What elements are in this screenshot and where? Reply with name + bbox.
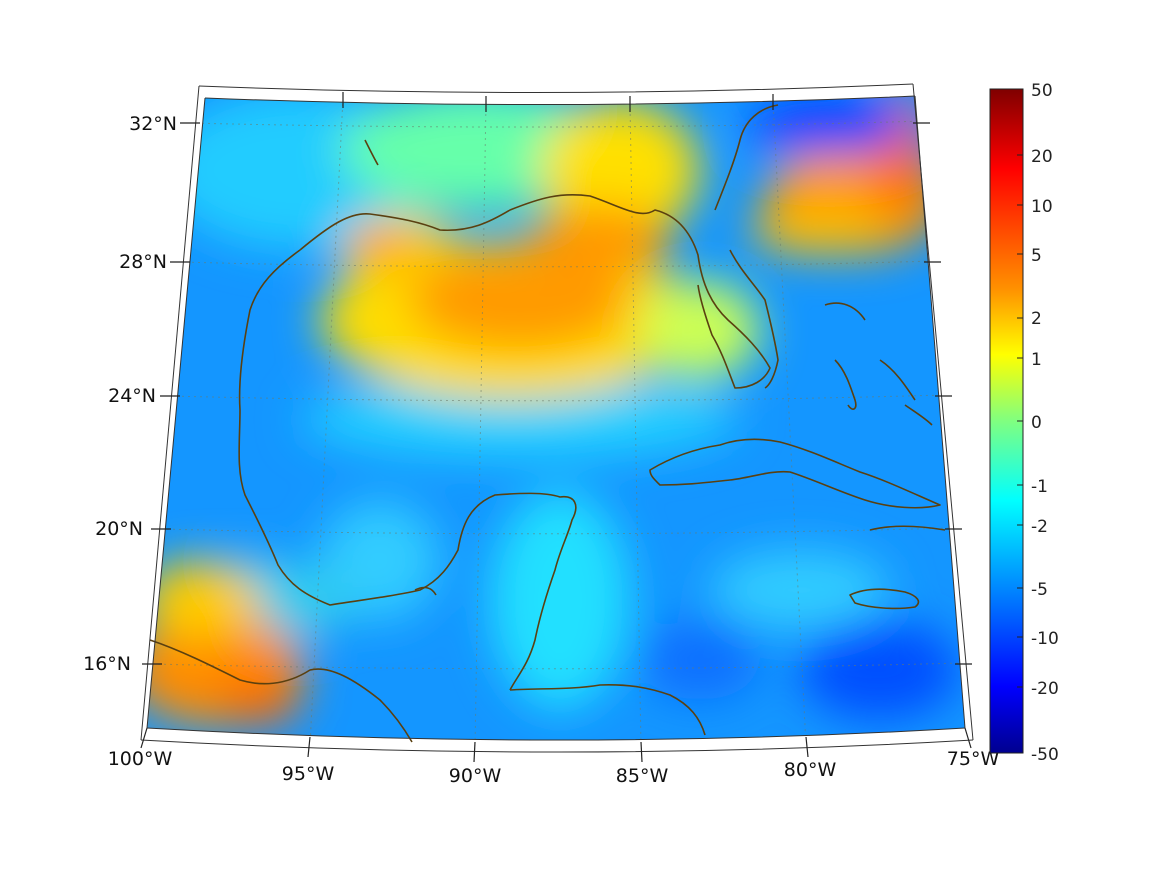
colorbar-label-20: 20: [1031, 147, 1053, 167]
colorbar-label-10: 10: [1031, 197, 1053, 217]
colorbar-label-2: 2: [1031, 309, 1042, 329]
lon-label-90w: 90°W: [449, 765, 502, 787]
lat-label-28n: 28°N: [119, 251, 167, 273]
colorbar-label-neg5: -5: [1031, 580, 1048, 600]
data-field: [147, 96, 965, 740]
lat-label-20n: 20°N: [95, 518, 143, 540]
colorbar-label-neg50: -50: [1031, 745, 1059, 765]
coastlines: [149, 104, 946, 743]
graticule: [151, 97, 962, 740]
colorbar-label-neg2: -2: [1031, 517, 1048, 537]
longitude-labels: 100°W 95°W 90°W 85°W 80°W 75°W: [108, 748, 1000, 787]
colorbar-label-0: 0: [1031, 413, 1042, 433]
colorbar-label-1: 1: [1031, 350, 1042, 370]
colorbar: 50 20 10 5 2 1 0 -1 -2 -5 -10 -20 -50: [989, 81, 1059, 765]
lon-label-75w: 75°W: [947, 748, 1000, 770]
frame-ticks: [140, 92, 972, 763]
lon-label-85w: 85°W: [616, 765, 669, 787]
map-frame: [140, 83, 974, 753]
lon-label-100w: 100°W: [108, 748, 173, 770]
lon-label-80w: 80°W: [784, 759, 837, 781]
colorbar-label-neg10: -10: [1031, 629, 1059, 649]
colorbar-label-neg20: -20: [1031, 679, 1059, 699]
colorbar-label-50: 50: [1031, 81, 1053, 101]
colorbar-label-neg1: -1: [1031, 477, 1048, 497]
lat-label-16n: 16°N: [83, 653, 131, 675]
lat-label-24n: 24°N: [108, 385, 156, 407]
lat-label-32n: 32°N: [129, 113, 177, 135]
colorbar-label-5: 5: [1031, 246, 1042, 266]
latitude-labels: 32°N 28°N 24°N 20°N 16°N: [83, 113, 177, 675]
lon-label-95w: 95°W: [282, 763, 335, 785]
